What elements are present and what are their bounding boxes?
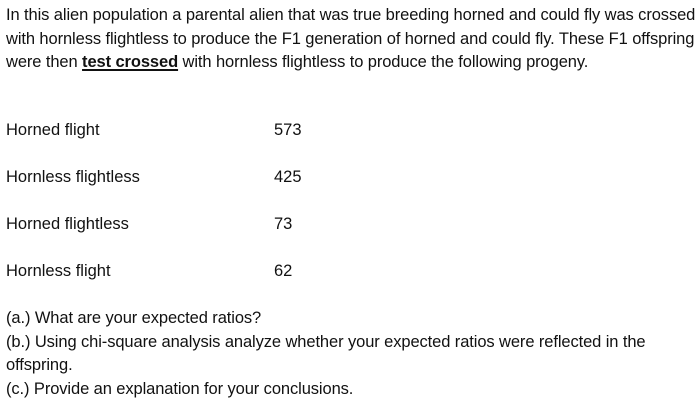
phenotype-count: 73	[274, 215, 293, 233]
progeny-row: Horned flightless 73	[6, 212, 346, 259]
progeny-row: Hornless flight 62	[6, 259, 346, 306]
phenotype-count: 573	[274, 121, 302, 139]
progeny-row: Hornless flightless 425	[6, 165, 346, 212]
phenotype-count: 425	[274, 168, 302, 186]
phenotype-label: Horned flight	[6, 121, 100, 139]
progeny-row: Horned flight 573	[6, 118, 346, 165]
question-c: (c.) Provide an explanation for your con…	[6, 379, 354, 398]
intro-paragraph: In this alien population a parental alie…	[6, 4, 696, 75]
progeny-table: Horned flight 573 Hornless flightless 42…	[6, 118, 346, 306]
phenotype-count: 62	[274, 262, 293, 280]
test-crossed-emphasis: test crossed	[82, 53, 179, 71]
phenotype-label: Hornless flightless	[6, 168, 140, 186]
question-b: (b.) Using chi-square analysis analyze w…	[6, 332, 646, 375]
questions-list: (a.) What are your expected ratios? (b.)…	[6, 307, 696, 401]
phenotype-label: Horned flightless	[6, 215, 129, 233]
intro-text-after: with hornless flightless to produce the …	[178, 53, 589, 71]
question-a: (a.) What are your expected ratios?	[6, 309, 262, 327]
intro-text-before: In this alien population a parental alie…	[6, 6, 696, 71]
phenotype-label: Hornless flight	[6, 262, 111, 280]
